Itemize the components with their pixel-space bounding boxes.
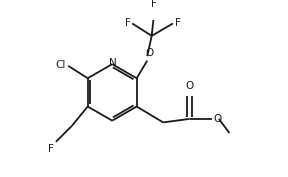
Text: F: F [175, 18, 181, 28]
Text: Cl: Cl [55, 60, 66, 70]
Text: O: O [145, 48, 153, 58]
Text: O: O [213, 114, 222, 124]
Text: O: O [185, 81, 194, 92]
Text: N: N [109, 58, 117, 68]
Text: F: F [48, 144, 54, 154]
Text: F: F [125, 18, 130, 28]
Text: F: F [151, 0, 157, 9]
